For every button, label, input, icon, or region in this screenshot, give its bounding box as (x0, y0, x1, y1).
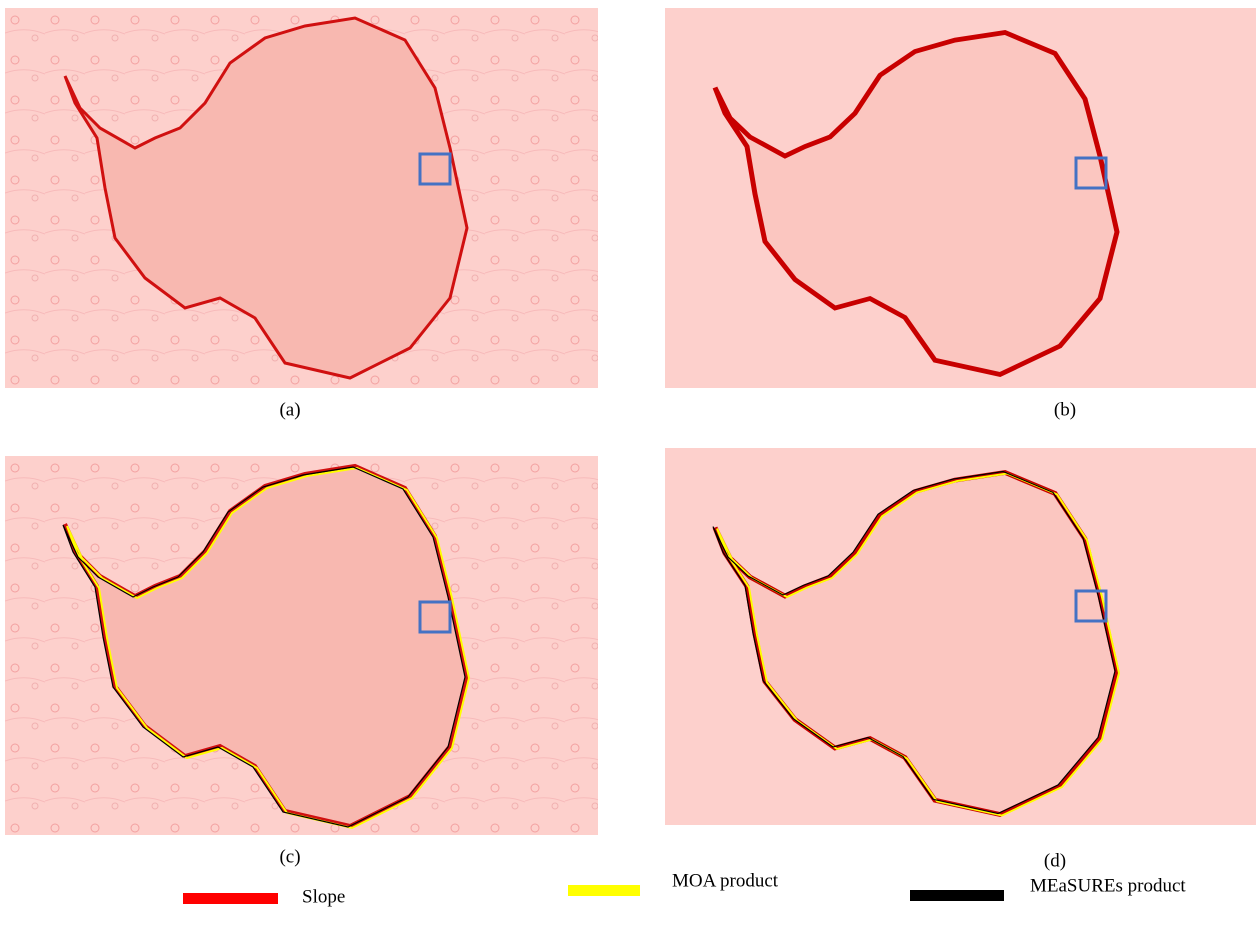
panel-d (665, 448, 1256, 825)
legend-swatch (568, 885, 640, 896)
caption: (d) (1044, 850, 1066, 871)
legend-swatch (910, 890, 1004, 901)
caption: (c) (279, 846, 300, 867)
caption: (a) (279, 399, 300, 420)
legend-label: MEaSUREs product (1030, 875, 1186, 896)
caption: (b) (1054, 399, 1076, 420)
legend-label: MOA product (672, 870, 779, 891)
panel-a (5, 8, 598, 388)
panel-c (5, 456, 598, 835)
legend-swatch (183, 893, 278, 904)
panel-b (665, 8, 1256, 388)
legend-label: Slope (302, 886, 345, 907)
